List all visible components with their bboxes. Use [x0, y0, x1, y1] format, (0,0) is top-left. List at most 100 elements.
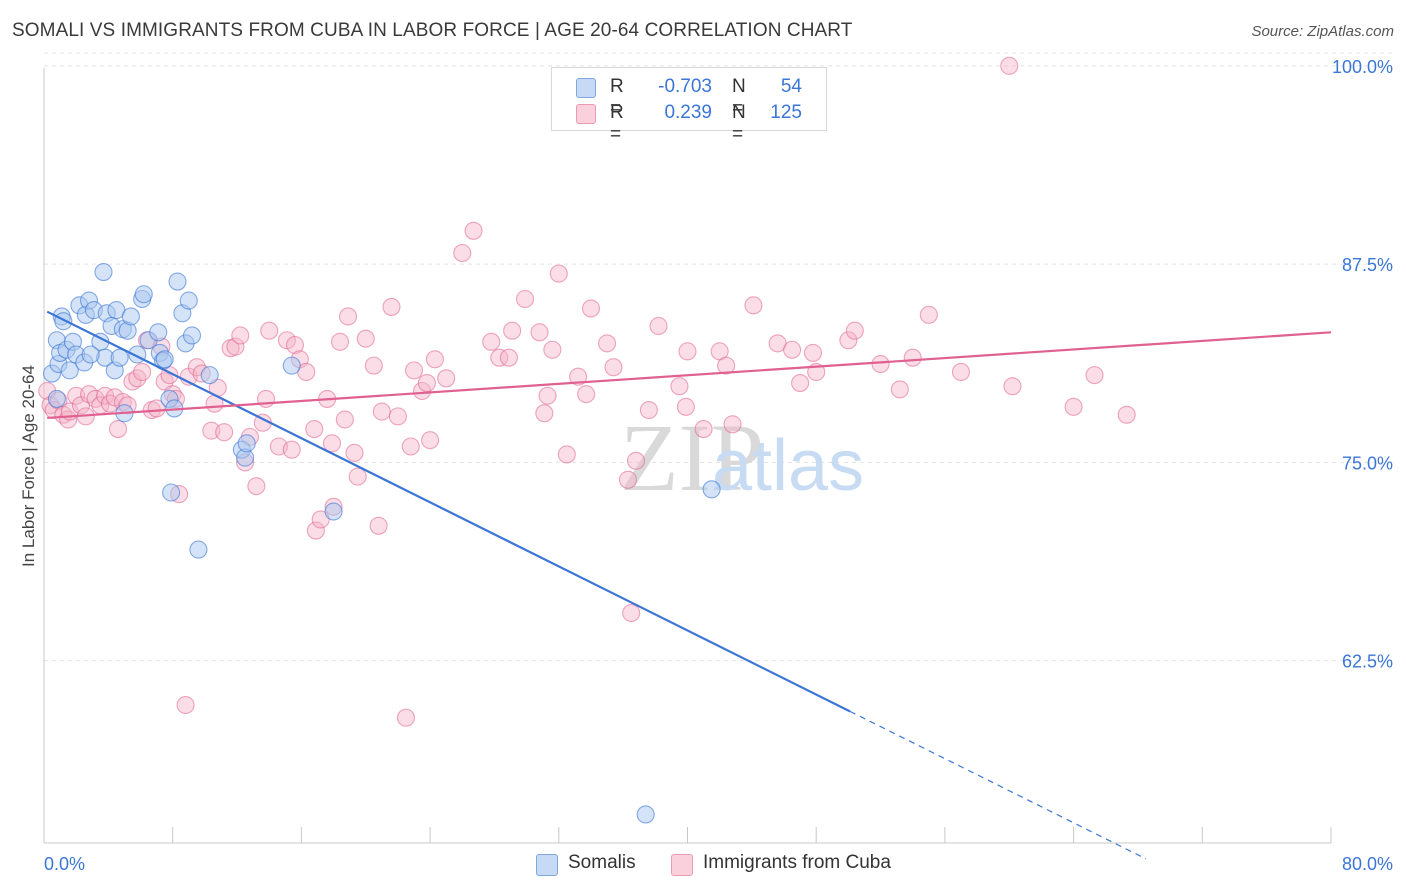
- point-cuba: [618, 470, 638, 489]
- series-cuba-points: [38, 56, 1136, 727]
- point-cuba: [1003, 377, 1022, 396]
- n-value: 125: [770, 102, 802, 123]
- point-cuba: [464, 221, 483, 240]
- point-cuba: [108, 420, 128, 439]
- point-cuba: [453, 243, 472, 263]
- r-value: -0.703: [658, 76, 712, 97]
- n-value: 54: [780, 76, 802, 97]
- point-cuba: [598, 334, 617, 353]
- point-somali: [155, 350, 174, 369]
- point-cuba: [396, 708, 416, 727]
- point-cuba: [404, 361, 424, 380]
- n-label: N =: [732, 76, 746, 119]
- legend-swatch-cuba: [576, 104, 596, 124]
- point-cuba: [839, 331, 858, 350]
- point-cuba: [538, 386, 557, 405]
- axes: [43, 68, 1332, 844]
- point-cuba: [339, 307, 358, 326]
- point-cuba: [388, 407, 407, 426]
- point-cuba: [364, 356, 383, 375]
- point-cuba: [557, 445, 576, 464]
- r-label: R =: [610, 76, 624, 119]
- point-somali: [179, 291, 198, 310]
- point-somali: [121, 307, 140, 326]
- point-cuba: [676, 397, 695, 416]
- legend-swatch-somalis: [536, 854, 558, 876]
- point-cuba: [535, 404, 554, 423]
- trend-somali-extrapolated: [849, 710, 1147, 860]
- point-cuba: [247, 477, 266, 496]
- point-cuba: [421, 431, 440, 450]
- point-cuba: [639, 400, 658, 420]
- point-cuba: [330, 332, 350, 351]
- series-legend: Somalis Immigrants from Cuba: [0, 852, 1406, 878]
- point-somali: [60, 361, 79, 380]
- point-cuba: [744, 296, 763, 315]
- point-cuba: [417, 374, 436, 393]
- point-cuba: [678, 342, 697, 361]
- point-cuba: [282, 440, 301, 459]
- x-tick-label: 0.0%: [44, 854, 85, 874]
- trend-somali: [46, 310, 851, 713]
- point-somali: [149, 323, 168, 342]
- point-cuba: [871, 354, 890, 374]
- legend-label-somalis: Somalis: [568, 852, 636, 873]
- point-cuba: [723, 415, 742, 434]
- series-somali-points: [42, 262, 721, 824]
- point-cuba: [890, 380, 909, 399]
- y-tick-label: 75.0%: [1342, 453, 1393, 473]
- point-somali: [110, 348, 129, 367]
- watermark-atlas: atlas: [712, 426, 864, 506]
- point-cuba: [604, 358, 623, 377]
- point-cuba: [783, 340, 802, 359]
- point-cuba: [543, 340, 562, 359]
- n-label: N =: [732, 102, 746, 145]
- stats-legend: R = -0.703 N = 54 R = 0.239 N = 125: [551, 67, 827, 145]
- chart-title: SOMALI VS IMMIGRANTS FROM CUBA IN LABOR …: [12, 20, 853, 41]
- y-tick-label: 100.0%: [1332, 57, 1393, 77]
- point-cuba: [256, 389, 276, 408]
- point-somali: [182, 326, 202, 345]
- point-cuba: [372, 402, 391, 421]
- point-cuba: [260, 321, 279, 340]
- point-somali: [162, 483, 181, 502]
- y-tick-label: 62.5%: [1342, 652, 1393, 672]
- point-cuba: [499, 348, 518, 367]
- point-cuba: [226, 337, 245, 356]
- point-somali: [94, 262, 113, 282]
- r-label: R =: [610, 102, 624, 145]
- point-somali: [324, 502, 343, 521]
- point-cuba: [549, 264, 568, 283]
- point-cuba: [490, 348, 509, 367]
- point-somali: [702, 480, 721, 499]
- point-cuba: [577, 385, 596, 404]
- point-somali: [200, 366, 219, 385]
- point-cuba: [305, 420, 324, 439]
- point-cuba: [322, 434, 342, 453]
- point-cuba: [215, 423, 234, 442]
- point-cuba: [803, 343, 823, 362]
- point-cuba: [515, 289, 535, 309]
- point-cuba: [425, 350, 444, 369]
- point-cuba: [717, 356, 736, 375]
- point-cuba: [1117, 405, 1136, 424]
- r-value: 0.239: [664, 102, 712, 123]
- point-cuba: [1064, 397, 1083, 416]
- point-cuba: [306, 521, 325, 540]
- point-cuba: [348, 467, 367, 486]
- point-cuba: [626, 451, 646, 470]
- point-cuba: [903, 348, 922, 367]
- point-cuba: [670, 377, 689, 396]
- point-cuba: [530, 323, 549, 342]
- tick-labels: 100.0% 87.5% 75.0% 62.5% 0.0% 80.0%: [44, 57, 1393, 874]
- x-tick-label: 80.0%: [1342, 854, 1393, 874]
- point-cuba: [345, 443, 364, 462]
- point-cuba: [335, 410, 354, 429]
- point-cuba: [622, 603, 641, 623]
- grid-lines: [44, 52, 1392, 662]
- point-cuba: [845, 321, 864, 340]
- point-cuba: [569, 367, 588, 386]
- y-axis-label: In Labor Force | Age 20-64: [19, 365, 38, 567]
- point-cuba: [369, 516, 388, 535]
- legend-swatch-somalis: [576, 78, 596, 98]
